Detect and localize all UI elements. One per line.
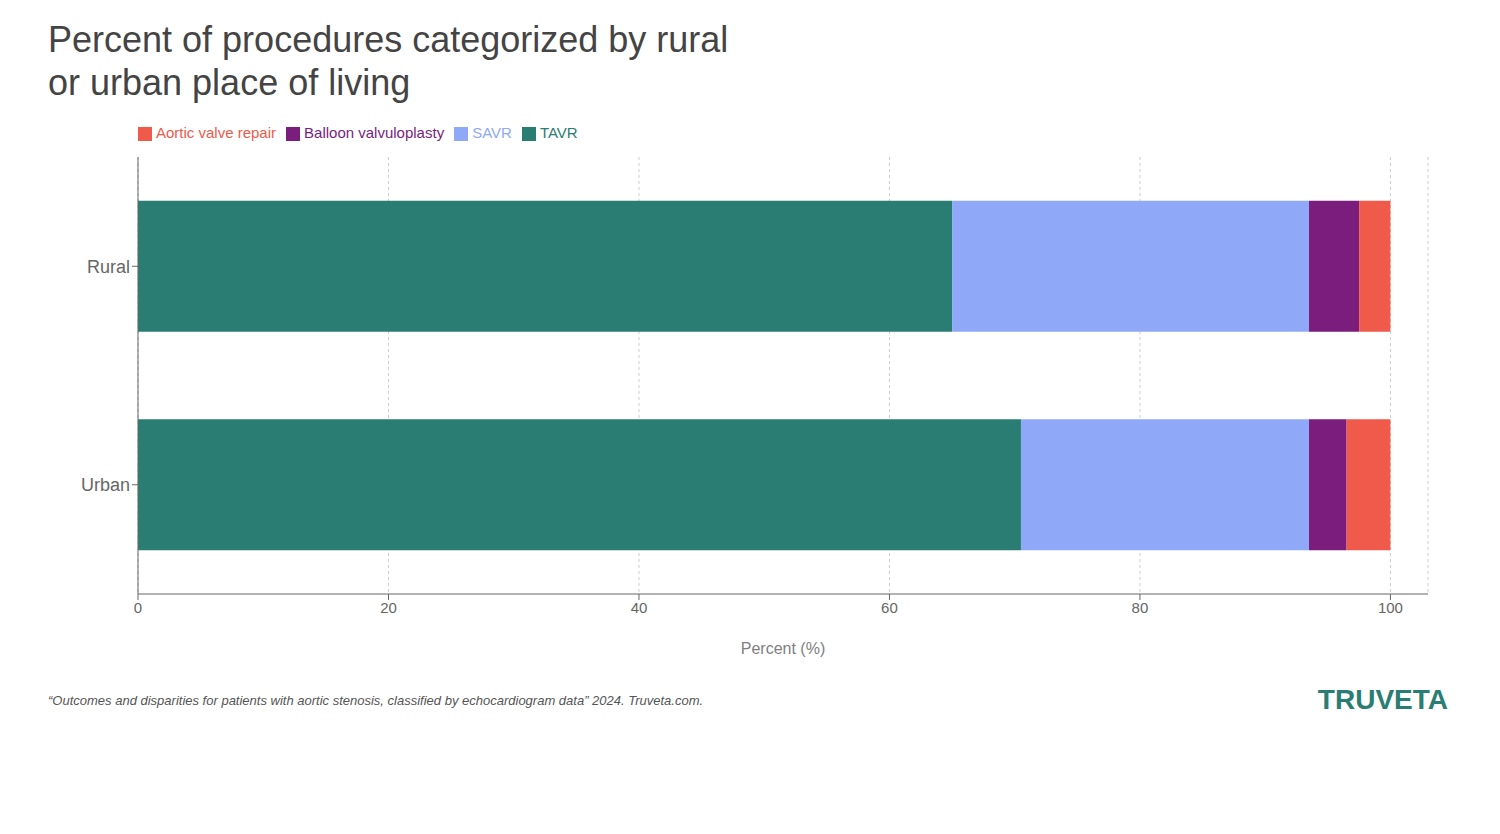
- html-text:“Outcomes and disparities for: “Outcomes and disparities for patients w…: [48, 692, 704, 708]
- svg-text:0: 0: [134, 599, 142, 616]
- svg-text:40: 40: [631, 599, 648, 616]
- html-text:Aortic valve repair: Aortic valve repair: [156, 124, 276, 142]
- svg-text:60: 60: [881, 599, 898, 616]
- html-text:SAVR: SAVR: [472, 124, 512, 142]
- html-text:TAVR: TAVR: [539, 124, 578, 142]
- svg-text:20: 20: [380, 599, 397, 616]
- html-text:or urban place of living: or urban place of living: [48, 62, 411, 104]
- svg-text:Percent (%): Percent (%): [741, 640, 825, 657]
- html-text:Balloon valvuloplasty: Balloon valvuloplasty: [304, 124, 445, 142]
- svg-text:80: 80: [1132, 599, 1149, 616]
- html-text:Percent of procedures categori: Percent of procedures categorized by rur…: [48, 19, 729, 60]
- svg-text:Rural: Rural: [87, 257, 130, 277]
- svg-text:Urban: Urban: [81, 476, 130, 496]
- html-text:TRUVETA: TRUVETA: [1317, 684, 1448, 716]
- svg-text:100: 100: [1378, 599, 1403, 616]
